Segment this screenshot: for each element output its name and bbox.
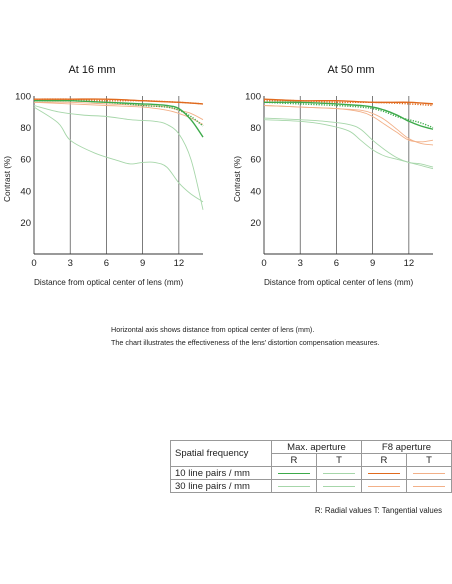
y-tick-label-100: 100: [245, 92, 261, 103]
x-tick-label-9: 9: [140, 258, 145, 269]
series-max-10lp-t: [263, 101, 434, 129]
x-tick-label-9: 9: [370, 258, 375, 269]
x-tick-label-3: 3: [68, 258, 73, 269]
legend-col-max-t: T: [315, 453, 362, 467]
legend-col-max-r: R: [270, 453, 317, 467]
x-axis-label: Distance from optical center of lens (mm…: [34, 278, 184, 287]
series-f8-30lp-t: [263, 105, 434, 143]
y-tick-label-20: 20: [20, 218, 31, 229]
legend-sample-max-30-r: [270, 479, 317, 493]
x-tick-label-3: 3: [298, 258, 303, 269]
legend-sample-max-10-t: [315, 466, 362, 480]
y-tick-label-80: 80: [20, 123, 31, 134]
legend-note: R: Radial values T: Tangential values: [314, 506, 442, 515]
series-f8-10lp-r: [34, 98, 204, 105]
legend-group-f8-aperture: F8 aperture: [360, 440, 452, 454]
legend-col-f8-t: T: [405, 453, 452, 467]
legend-group-max-aperture: Max. aperture: [270, 440, 362, 454]
x-tick-label-6: 6: [334, 258, 339, 269]
legend-row-10lp: 10 line pairs / mm: [170, 466, 272, 480]
chart-title-16mm: At 16 mm: [68, 64, 116, 76]
legend-table: Spatial frequency Max. aperture F8 apert…: [170, 440, 452, 493]
legend-sample-max-10-r: [270, 466, 317, 480]
note-line-2: The chart illustrates the effectiveness …: [111, 338, 380, 347]
legend-col-f8-r: R: [360, 453, 407, 467]
y-tick-label-40: 40: [20, 186, 31, 197]
mtf-chart-50mm: 0 3 6 9 12 20 40 60 80 100 Distance from optical c…: [233, 92, 434, 287]
legend-sample-f8-30-t: [405, 479, 452, 493]
y-axis-label: Contrast (%): [3, 156, 12, 202]
series-max-30lp-r: [33, 105, 204, 210]
note-line-1: Horizontal axis shows distance from opti…: [111, 325, 315, 334]
legend-sample-f8-10-t: [405, 466, 452, 480]
y-tick-label-20: 20: [250, 218, 261, 229]
y-tick-label-80: 80: [250, 123, 261, 134]
legend-sample-max-30-t: [315, 479, 362, 493]
legend-sample-f8-10-r: [360, 466, 407, 480]
y-tick-label-60: 60: [250, 155, 261, 166]
series-f8-10lp-r: [263, 98, 434, 105]
series-max-10lp-t: [33, 99, 204, 127]
x-tick-label-0: 0: [261, 258, 266, 269]
x-axis-label: Distance from optical center of lens (mm…: [264, 278, 414, 287]
x-tick-label-12: 12: [404, 258, 415, 269]
series-max-30lp-r: [263, 117, 434, 168]
series-max-30lp-t: [33, 106, 204, 203]
legend-sample-f8-30-r: [360, 479, 407, 493]
y-tick-label-40: 40: [250, 186, 261, 197]
y-tick-label-100: 100: [15, 92, 31, 103]
chart-notes: Horizontal axis shows distance from opti…: [111, 323, 446, 349]
chart-title-50mm: At 50 mm: [327, 64, 375, 76]
legend-row-30lp: 30 line pairs / mm: [170, 479, 272, 493]
y-tick-label-60: 60: [20, 155, 31, 166]
legend-header-spatial-frequency: Spatial frequency: [170, 440, 272, 467]
x-tick-label-12: 12: [174, 258, 185, 269]
x-tick-label-0: 0: [31, 258, 36, 269]
y-axis-label: Contrast (%): [233, 156, 242, 202]
series-max-10lp-r: [263, 101, 434, 130]
series-max-30lp-t: [263, 119, 434, 170]
x-tick-label-6: 6: [104, 258, 109, 269]
mtf-chart-16mm: 0 3 6 9 12 20 40 60 80 100 Distance from optical c…: [3, 92, 204, 287]
series-f8-30lp-r: [263, 105, 434, 146]
